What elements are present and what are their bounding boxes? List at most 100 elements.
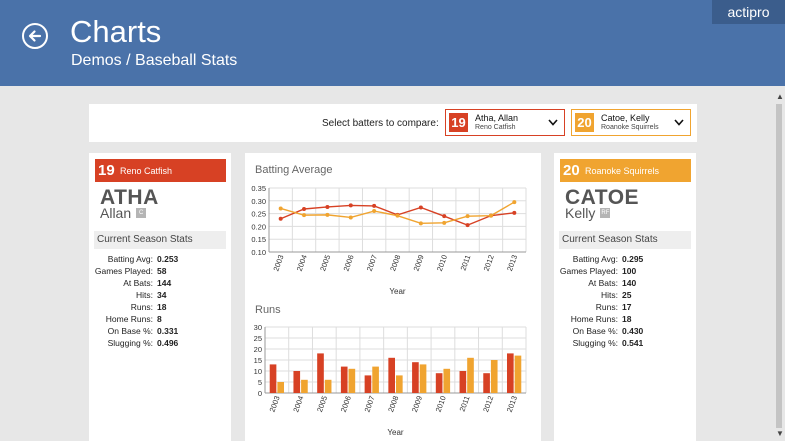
data-point [512, 200, 517, 205]
bar [372, 366, 379, 393]
stat-row: Home Runs: 18 [554, 313, 696, 325]
y-tick-label: 0.35 [251, 184, 266, 193]
data-point [325, 212, 330, 217]
back-button[interactable] [22, 23, 48, 49]
data-point [348, 203, 353, 208]
x-tick-label: 2005 [315, 395, 329, 414]
data-point [302, 213, 307, 218]
x-tick-label: 2013 [505, 254, 519, 273]
bar [301, 379, 308, 393]
x-tick-label: 2009 [412, 254, 426, 273]
data-point [442, 214, 447, 219]
position-badge: C [136, 208, 147, 218]
bar [340, 366, 348, 393]
data-point [325, 204, 330, 209]
stat-value: 140 [622, 278, 637, 288]
stat-value: 0.541 [622, 338, 644, 348]
brand-logo: actipro [712, 0, 785, 24]
data-point [512, 210, 517, 215]
stat-value: 18 [622, 314, 632, 324]
stat-label: Games Played: [94, 266, 153, 276]
y-tick-label: 0.10 [251, 248, 266, 257]
bar [483, 373, 490, 393]
scroll-up-arrow-icon[interactable]: ▲ [776, 92, 784, 101]
player-card-header: 19 Reno Catfish [95, 159, 226, 182]
stat-row: Home Runs: 8 [89, 313, 231, 325]
bar [364, 375, 372, 393]
player-card-header: 20 Roanoke Squirrels [560, 159, 691, 182]
batter2-name: Catoe, Kelly [601, 112, 650, 123]
select-batters-label: Select batters to compare: [322, 118, 439, 129]
stat-value: 0.496 [157, 338, 179, 348]
stats-list: Batting Avg: 0.253 Games Played: 58 At Bat… [89, 253, 231, 349]
stat-value: 34 [157, 290, 167, 300]
season-stats-heading: Current Season Stats [94, 231, 226, 249]
chevron-down-icon [674, 119, 684, 126]
y-tick-label: 5 [258, 378, 262, 387]
stat-row: At Bats: 140 [554, 277, 696, 289]
data-point [488, 213, 493, 218]
y-tick-label: 0.30 [251, 197, 266, 206]
player-last-name: CATOE [565, 186, 640, 209]
stat-row: On Base %: 0.430 [554, 325, 696, 337]
data-point [442, 220, 447, 225]
position-badge: RF [600, 208, 611, 218]
player-card-left: 19 Reno Catfish ATHA Allan C Current Sea… [89, 153, 231, 441]
x-tick-label: 2007 [362, 395, 376, 414]
x-tick-label: 2004 [295, 254, 309, 273]
x-tick-label: 2005 [318, 254, 332, 273]
x-tick-label: 2011 [458, 395, 472, 413]
x-axis-title: Year [387, 428, 404, 437]
bar [277, 382, 285, 393]
bar [514, 355, 522, 393]
stat-row: Hits: 25 [554, 289, 696, 301]
y-tick-label: 0.25 [251, 210, 266, 219]
batter2-number-badge: 20 [575, 113, 594, 132]
stat-label: Batting Avg: [107, 254, 153, 264]
runs-chart-title: Runs [255, 304, 281, 316]
batter1-dropdown[interactable]: 19 Atha, Allan Reno Catfish [445, 109, 565, 136]
stat-label: Home Runs: [570, 314, 618, 324]
scrollbar-thumb[interactable] [776, 104, 782, 428]
player-last-name: ATHA [100, 186, 159, 209]
batter-selector-bar: Select batters to compare: 19 Atha, Alla… [89, 104, 697, 142]
app-header: Charts Demos / Baseball Stats actipro [0, 0, 785, 86]
y-tick-label: 0.15 [251, 235, 266, 244]
bar [388, 357, 395, 393]
bar [506, 353, 514, 393]
bar [317, 353, 324, 393]
batter2-dropdown[interactable]: 20 Catoe, Kelly Roanoke Squirrels [571, 109, 691, 136]
batter2-team: Roanoke Squirrels [601, 123, 659, 131]
stat-row: Slugging %: 0.541 [554, 337, 696, 349]
data-point [278, 206, 283, 211]
breadcrumb: Demos / Baseball Stats [71, 52, 238, 69]
x-tick-label: 2006 [341, 254, 355, 273]
player-card-right: 20 Roanoke Squirrels CATOE Kelly RF Curr… [554, 153, 696, 441]
x-tick-label: 2008 [388, 254, 402, 273]
stat-label: Hits: [601, 290, 618, 300]
stat-row: Runs: 17 [554, 301, 696, 313]
y-tick-label: 20 [254, 345, 262, 354]
arrow-left-icon [28, 30, 42, 42]
stat-label: Runs: [595, 302, 618, 312]
stat-value: 100 [622, 266, 637, 276]
stat-label: At Bats: [123, 278, 153, 288]
x-tick-label: 2003 [268, 395, 282, 414]
data-point [302, 206, 307, 211]
scroll-down-arrow-icon[interactable]: ▼ [776, 429, 784, 438]
batter1-team: Reno Catfish [475, 123, 516, 131]
x-tick-label: 2008 [386, 395, 400, 414]
stat-row: Batting Avg: 0.253 [89, 253, 231, 265]
bar [412, 362, 419, 393]
y-tick-label: 25 [254, 334, 262, 343]
stats-list: Batting Avg: 0.295 Games Played: 100 At Ba… [554, 253, 696, 349]
x-tick-label: 2013 [505, 395, 519, 414]
batting-average-line-chart: 0.35 0.30 0.25 0.20 0.15 0.10 2003 2004 2005 2006… [251, 184, 527, 296]
stat-row: Hits: 34 [89, 289, 231, 301]
stat-label: Slugging %: [107, 338, 153, 348]
y-tick-label: 10 [254, 367, 262, 376]
x-tick-label: 2003 [271, 254, 285, 273]
bar [348, 368, 356, 393]
player-first-name-row: Allan C [100, 205, 147, 221]
batter1-number-badge: 19 [449, 113, 468, 132]
